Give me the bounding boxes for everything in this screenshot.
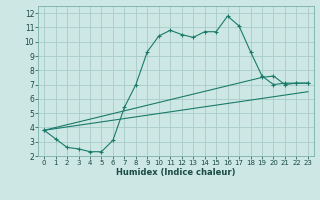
X-axis label: Humidex (Indice chaleur): Humidex (Indice chaleur)	[116, 168, 236, 177]
